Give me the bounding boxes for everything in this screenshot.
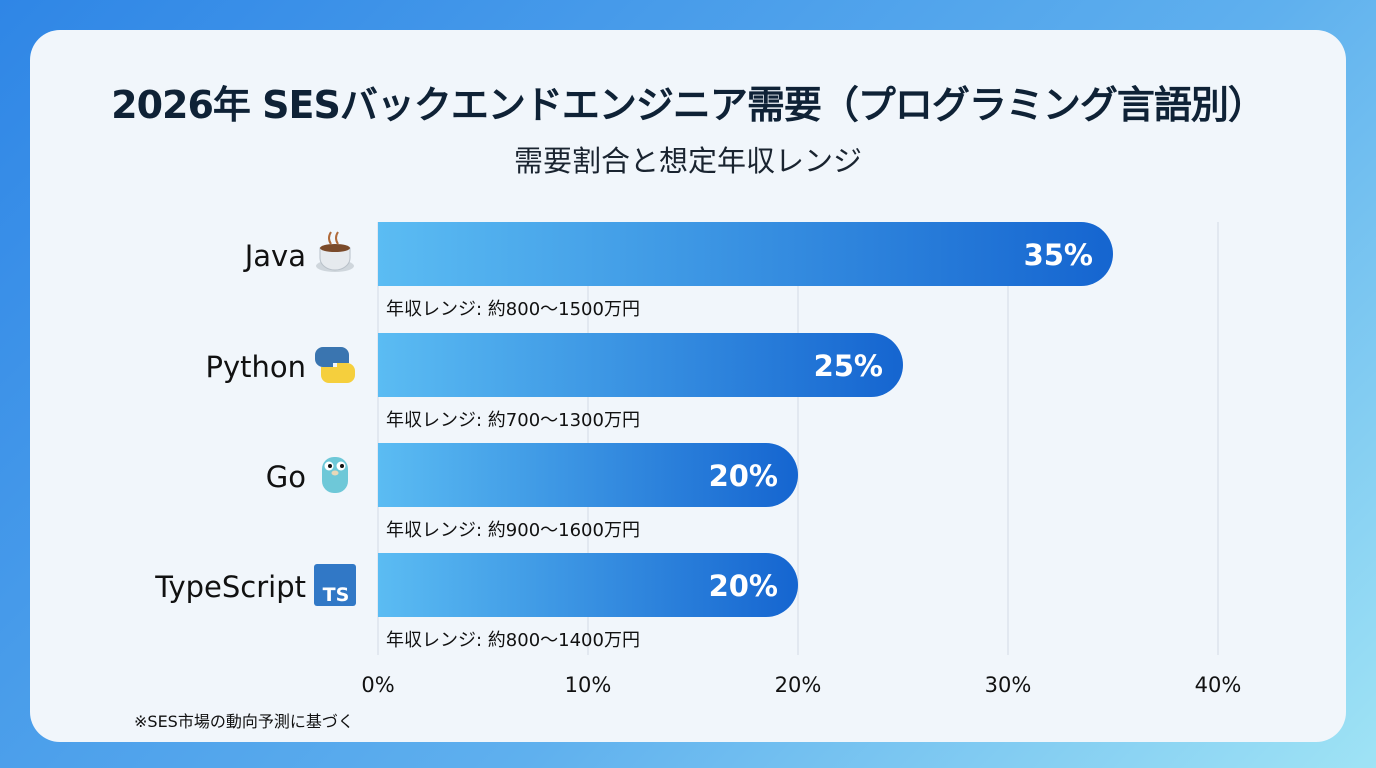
data-label: 20% bbox=[709, 459, 778, 493]
x-tick-label: 30% bbox=[985, 673, 1032, 697]
salary-label: 年収レンジ: 約800〜1500万円 bbox=[386, 299, 640, 320]
x-tick-label: 40% bbox=[1195, 673, 1242, 697]
go-gopher-icon bbox=[322, 457, 348, 493]
category-label: Go bbox=[266, 460, 306, 494]
category-label: Java bbox=[243, 239, 306, 273]
category-label: TypeScript bbox=[154, 570, 306, 604]
data-label: 35% bbox=[1024, 238, 1093, 272]
data-label: 20% bbox=[709, 569, 778, 603]
coffee-cup-icon bbox=[316, 231, 354, 272]
data-label: 25% bbox=[814, 349, 883, 383]
chart-title: 2026年 SESバックエンドエンジニア需要（プログラミング言語別） bbox=[111, 83, 1266, 127]
category-label: Python bbox=[205, 350, 306, 384]
bar bbox=[378, 443, 798, 507]
x-tick-label: 10% bbox=[565, 673, 612, 697]
typescript-logo-icon: TS bbox=[314, 564, 356, 606]
svg-text:TS: TS bbox=[323, 584, 350, 606]
salary-label: 年収レンジ: 約700〜1300万円 bbox=[386, 410, 640, 431]
bar bbox=[378, 333, 903, 397]
python-logo-icon bbox=[315, 347, 355, 383]
chart-subtitle: 需要割合と想定年収レンジ bbox=[513, 144, 862, 178]
x-tick-label: 0% bbox=[361, 673, 394, 697]
bar bbox=[378, 553, 798, 617]
salary-label: 年収レンジ: 約900〜1600万円 bbox=[386, 520, 640, 541]
bar bbox=[378, 222, 1113, 286]
salary-label: 年収レンジ: 約800〜1400万円 bbox=[386, 630, 640, 651]
footnote: ※SES市場の動向予測に基づく bbox=[134, 712, 354, 731]
x-tick-label: 20% bbox=[775, 673, 822, 697]
